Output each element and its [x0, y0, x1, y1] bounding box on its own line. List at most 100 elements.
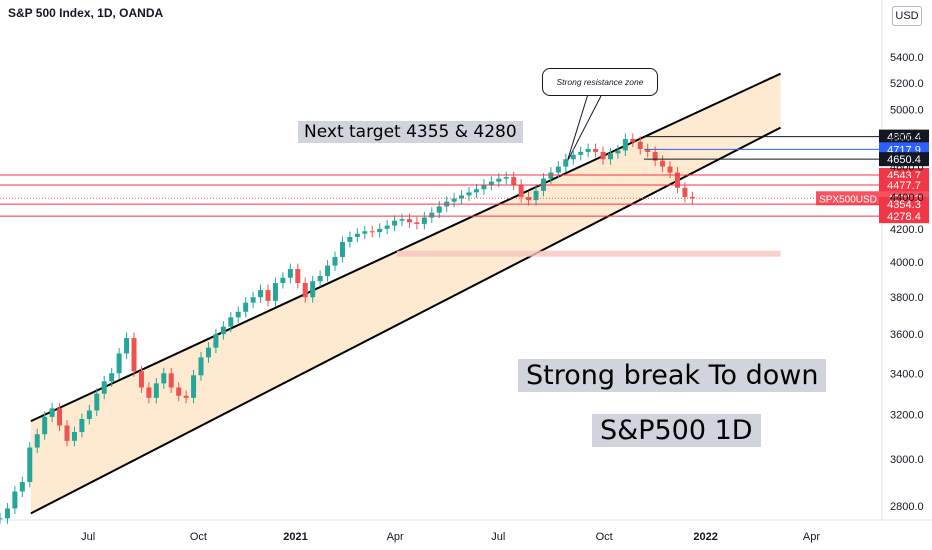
candle-body: [451, 198, 457, 202]
candle-body: [332, 257, 338, 266]
candle-body: [637, 141, 643, 150]
candle-body: [406, 219, 412, 223]
candle-body: [555, 166, 561, 173]
y-tick-label: 2800.0: [890, 501, 924, 513]
candle-body: [34, 434, 40, 448]
candle-body: [71, 432, 77, 441]
candle-body: [473, 189, 479, 193]
channel-fill: [30, 73, 781, 514]
candle-body: [488, 181, 494, 185]
candle-body: [243, 302, 249, 312]
candle-body: [347, 236, 353, 242]
candle-body: [414, 222, 420, 224]
level-tag-label: 4650.4: [887, 154, 921, 166]
x-tick-label: 2022: [693, 531, 717, 543]
candle-body: [4, 508, 10, 519]
candle-body: [630, 138, 636, 142]
level-tag-bg: [879, 209, 929, 224]
candle-body: [689, 197, 695, 199]
candle-body: [421, 217, 427, 224]
x-tick-label: Jul: [491, 531, 505, 543]
candle-body: [198, 357, 204, 376]
x-tick-label: Oct: [190, 531, 207, 543]
level-price-tag: 4278.4: [879, 209, 929, 224]
candle-body: [481, 184, 487, 190]
candle-body: [339, 241, 345, 258]
candle-body: [27, 447, 33, 483]
channel-lower-line: [30, 126, 782, 515]
demand-zone: [396, 250, 781, 257]
candle-body: [0, 518, 3, 520]
level-price-tag: 4650.4: [879, 152, 929, 167]
next-target-annotation[interactable]: Next target 4355 & 4280: [298, 121, 523, 143]
x-tick-label: 2021: [283, 531, 307, 543]
candle-body: [228, 317, 234, 327]
candle-body: [124, 338, 130, 354]
candle-body: [57, 408, 63, 426]
currency-button[interactable]: USD: [892, 6, 922, 26]
level-tag-bg: [879, 129, 929, 144]
candle-body: [235, 311, 241, 318]
candle-body: [79, 418, 85, 433]
candle-body: [369, 231, 375, 233]
horizontal-levels: 4806.44717.94650.44543.74477.74391.8SPX5…: [0, 129, 929, 224]
candle-body: [518, 184, 524, 198]
resistance-callout[interactable]: Strong resistance zone: [542, 68, 658, 96]
candle-body: [615, 150, 621, 154]
candle-body: [205, 347, 211, 358]
y-tick-label: 5200.0: [890, 78, 924, 90]
candle-body: [191, 375, 197, 398]
y-tick-label: 3200.0: [890, 410, 924, 422]
candle-body: [466, 192, 472, 196]
candle-body: [131, 338, 137, 372]
y-tick-label: 3600.0: [890, 329, 924, 341]
candle-body: [12, 491, 18, 509]
chart-grid: [0, 0, 932, 521]
candle-body: [674, 172, 680, 188]
chart-title: S&P 500 Index, 1D, OANDA: [8, 6, 164, 20]
y-tick-label: 4200.0: [890, 224, 924, 236]
candle-body: [116, 353, 122, 374]
candle-body: [42, 416, 48, 435]
candle-body: [652, 151, 658, 161]
channel-upper-line: [30, 72, 781, 423]
candle-body: [533, 190, 539, 201]
candle-body: [258, 290, 264, 298]
y-tick-label: 5400.0: [890, 52, 924, 64]
candle-body: [109, 373, 115, 382]
y-tick-label: 4000.0: [890, 257, 924, 269]
candle-body: [250, 297, 256, 303]
candle-body: [399, 219, 405, 221]
level-tag-label: 4278.4: [887, 211, 921, 223]
candle-body: [280, 277, 286, 283]
strong-break-annotation[interactable]: Strong break To down: [518, 359, 827, 392]
y-tick-label: 5000.0: [890, 105, 924, 117]
symbol-tag-bg: [816, 191, 880, 206]
candle-body: [153, 383, 159, 398]
candle-body: [429, 212, 435, 218]
candle-body: [593, 149, 599, 152]
candle-body: [384, 225, 390, 229]
y-tick-label: 3000.0: [890, 454, 924, 466]
candle-body: [146, 387, 152, 398]
x-tick-label: Apr: [387, 531, 404, 543]
candle-body: [161, 373, 167, 384]
level-price-tag: 4354.3: [879, 197, 929, 212]
candle-body: [101, 381, 107, 394]
chart-label-annotation[interactable]: S&P500 1D: [592, 414, 761, 447]
candle-body: [660, 160, 666, 167]
price-channel: [30, 72, 782, 515]
candle-body: [272, 282, 278, 301]
candle-body: [548, 172, 554, 179]
candle-body: [459, 195, 465, 199]
candle-body: [49, 408, 55, 417]
level-price-tag: 4477.7: [879, 178, 929, 193]
candle-body: [578, 151, 584, 155]
candle-body: [570, 154, 576, 160]
candle-body: [94, 393, 100, 411]
candle-body: [317, 275, 323, 282]
candle-body: [622, 138, 628, 151]
candle-body: [213, 334, 219, 348]
level-tag-bg: [879, 152, 929, 167]
